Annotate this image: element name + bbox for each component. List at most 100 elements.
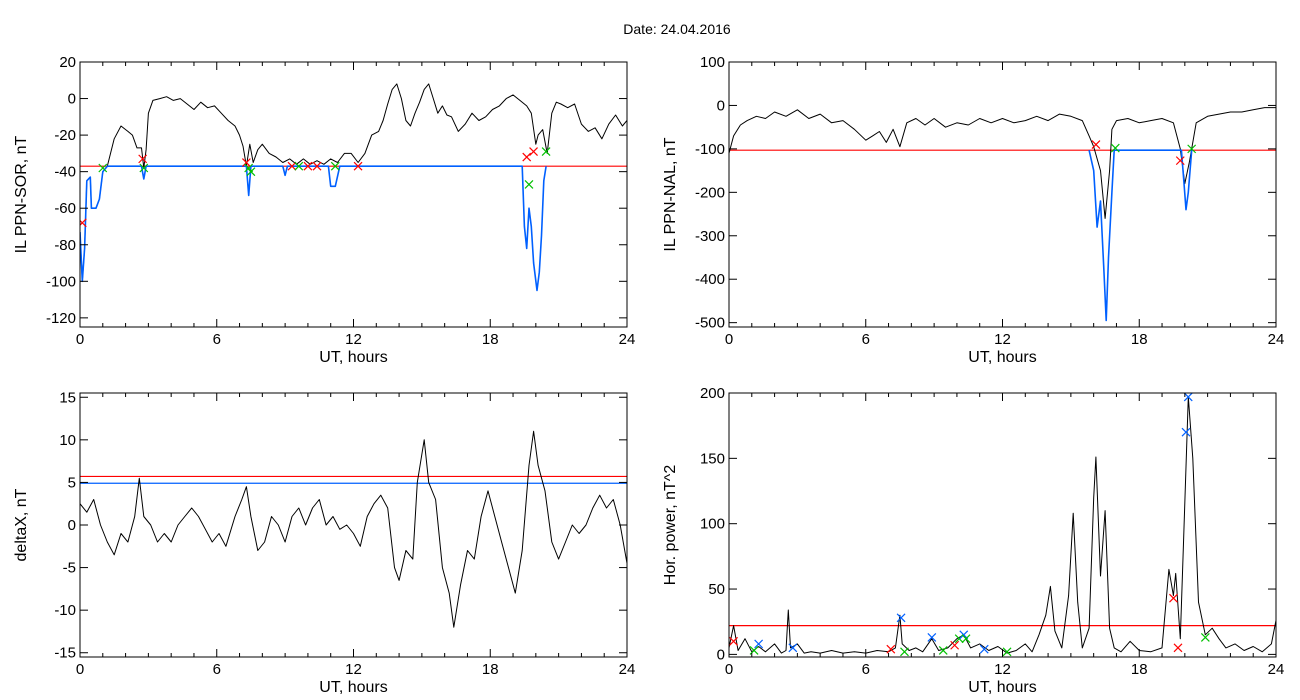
x-marker — [1187, 144, 1197, 154]
x-tick-label: 6 — [862, 661, 870, 678]
x-marker — [961, 634, 971, 644]
x-marker — [979, 644, 989, 654]
y-tick-label: 100 — [700, 54, 725, 71]
plot-area — [729, 107, 1276, 322]
y-tick-label: -10 — [54, 602, 76, 619]
x-marker — [522, 152, 532, 162]
y-tick-label: -15 — [54, 645, 76, 662]
series-line — [729, 396, 1276, 654]
x-marker — [98, 163, 108, 173]
x-tick-label: 24 — [1268, 661, 1285, 678]
x-marker — [959, 630, 969, 640]
x-tick-label: 18 — [482, 661, 499, 678]
panel-bl: 0 6 12 18 24 -15 -10 -5 0 5 10 15 UT, hours deltaX, n… — [13, 389, 635, 696]
x-tick-label: 0 — [76, 331, 84, 348]
x-marker — [1181, 427, 1191, 437]
x-tick-label: 24 — [619, 331, 636, 348]
panel-tl: 0 6 12 18 24 -120 -100 -80 -60 -40 -20 0 20 UT, hours… — [13, 54, 635, 366]
x-marker — [1110, 143, 1120, 153]
panel-br: 0 6 12 18 24 0 50 100 150 200 UT, hours Hor. power,… — [662, 385, 1284, 696]
series-line — [80, 165, 547, 292]
y-tick-label: -500 — [695, 315, 725, 332]
x-tick-label: 24 — [619, 661, 636, 678]
y-tick-label: -100 — [46, 273, 76, 290]
panel-tr: 0 6 12 18 24 -500 -400 -300 -200 -100 0 100 UT, hour… — [662, 54, 1284, 366]
plot-area — [729, 393, 1276, 657]
y-tick-label: -200 — [695, 184, 725, 201]
series-line — [80, 430, 627, 628]
x-marker — [729, 636, 738, 646]
x-marker — [1175, 156, 1185, 166]
x-marker — [886, 644, 896, 654]
y-tick-label: -40 — [54, 164, 76, 181]
y-tick-label: -80 — [54, 237, 76, 254]
y-tick-label: 10 — [59, 432, 76, 449]
y-tick-label: 0 — [68, 517, 76, 534]
y-tick-label: 15 — [59, 389, 76, 406]
x-marker — [754, 639, 764, 649]
x-marker — [938, 646, 948, 655]
figure-title: Date: 24.04.2016 — [623, 21, 731, 37]
x-marker — [1169, 593, 1178, 603]
x-marker — [950, 640, 960, 650]
x-tick-label: 18 — [1131, 331, 1148, 348]
x-marker — [788, 643, 798, 653]
x-tick-label: 12 — [345, 331, 362, 348]
x-tick-label: 12 — [345, 661, 362, 678]
x-tick-label: 12 — [994, 661, 1011, 678]
x-axis-label: UT, hours — [968, 349, 1036, 366]
x-tick-label: 18 — [1131, 661, 1148, 678]
y-tick-label: 0 — [717, 97, 725, 114]
x-marker — [1200, 632, 1210, 642]
y-tick-label: -120 — [46, 310, 76, 327]
y-tick-label: 50 — [708, 581, 725, 598]
x-marker — [80, 218, 87, 228]
y-tick-label: 5 — [68, 474, 76, 491]
axes-frame — [79, 392, 628, 658]
y-tick-label: -300 — [695, 228, 725, 245]
x-marker — [1173, 643, 1183, 653]
plot-area — [80, 430, 627, 628]
y-axis-label: deltaX, nT — [13, 488, 30, 561]
series-line — [1088, 149, 1193, 322]
y-tick-label: 0 — [68, 91, 76, 108]
y-tick-label: -400 — [695, 271, 725, 288]
y-tick-label: -5 — [63, 560, 76, 577]
x-marker — [138, 154, 148, 164]
x-marker — [1002, 647, 1012, 657]
y-tick-label: 0 — [717, 646, 725, 663]
y-tick-label: 20 — [59, 54, 76, 71]
x-tick-label: 6 — [862, 331, 870, 348]
y-axis-label: IL PPN-SOR, nT — [13, 135, 30, 253]
y-tick-label: -100 — [695, 141, 725, 158]
y-tick-label: 200 — [700, 385, 725, 402]
axes-frame — [728, 61, 1277, 328]
x-axis-label: UT, hours — [968, 679, 1036, 696]
x-marker — [246, 167, 256, 177]
y-tick-label: 100 — [700, 516, 725, 533]
x-tick-label: 18 — [482, 331, 499, 348]
x-marker — [303, 161, 313, 171]
plot-area — [80, 83, 627, 292]
x-marker — [1183, 393, 1193, 402]
y-tick-label: 150 — [700, 450, 725, 467]
series-line — [80, 83, 627, 282]
axes-frame — [79, 61, 628, 328]
x-marker — [294, 161, 304, 171]
axes-frame — [728, 392, 1277, 658]
x-marker — [353, 161, 363, 171]
x-marker — [330, 161, 340, 171]
x-marker — [524, 180, 534, 189]
x-tick-label: 6 — [213, 331, 221, 348]
x-axis-label: UT, hours — [319, 679, 387, 696]
x-tick-label: 0 — [76, 661, 84, 678]
x-marker — [1091, 140, 1101, 149]
x-marker — [927, 632, 937, 642]
x-marker — [287, 161, 297, 171]
x-tick-label: 24 — [1268, 331, 1285, 348]
x-tick-label: 0 — [725, 331, 733, 348]
y-axis-label: Hor. power, nT^2 — [662, 465, 679, 586]
x-marker — [529, 147, 538, 156]
x-tick-label: 0 — [725, 661, 733, 678]
